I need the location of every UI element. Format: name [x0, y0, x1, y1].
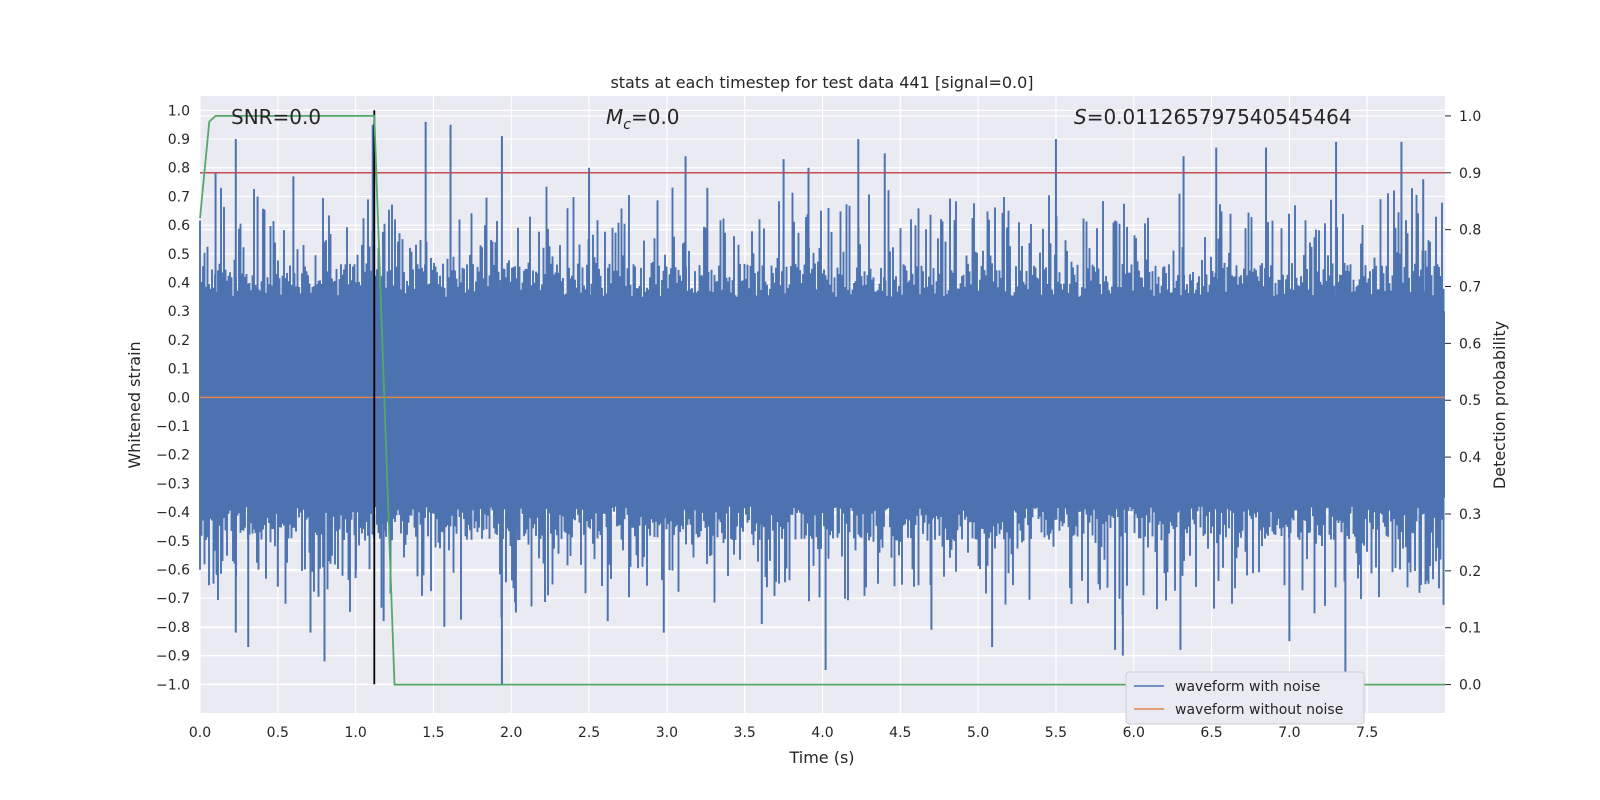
left-y-tick-label: −0.4: [156, 505, 190, 521]
left-y-tick-label: −0.2: [156, 448, 190, 464]
right-y-tick-label: 0.2: [1459, 564, 1481, 580]
x-tick-label: 6.5: [1200, 725, 1222, 741]
x-tick-label: 2.5: [578, 725, 600, 741]
left-y-tick-label: −0.3: [156, 476, 190, 492]
chirp-mass-annotation: Mc=0.0: [606, 105, 680, 133]
right-y-tick-label: 0.9: [1459, 166, 1481, 182]
left-y-tick-label: 1.0: [168, 103, 190, 119]
left-y-tick-label: −0.7: [156, 591, 190, 607]
left-y-tick-label: −1.0: [156, 677, 190, 693]
statistic-annotation: S=0.011265797540545464: [1074, 105, 1352, 129]
left-y-tick-label: 0.0: [168, 390, 190, 406]
statistic-symbol: S: [1074, 105, 1087, 129]
x-tick-label: 2.0: [500, 725, 522, 741]
left-y-tick-label: −0.5: [156, 534, 190, 550]
x-axis-ticks: 0.0 0.5 1.0 1.5 2.0 2.5 3.0 3.5 4.0 4.5 5.0 5.5 6.0 6…: [189, 725, 1378, 741]
statistic-value: =0.011265797540545464: [1087, 105, 1352, 129]
left-y-tick-label: 0.1: [168, 362, 190, 378]
chirp-mass-value: =0.0: [631, 105, 680, 129]
x-axis-label: Time (s): [788, 748, 854, 767]
left-y-tick-label: 0.6: [168, 218, 190, 234]
legend-label-no-noise: waveform without noise: [1175, 702, 1343, 718]
left-y-axis-label: Whitened strain: [125, 341, 144, 468]
x-tick-label: 3.0: [656, 725, 678, 741]
x-tick-label: 1.5: [422, 725, 444, 741]
noise-core: [200, 311, 1445, 498]
left-y-tick-label: 0.3: [168, 304, 190, 320]
right-y-axis-ticks: 1.0 0.9 0.8 0.7 0.6 0.5 0.4 0.3 0.2 0.1 0.0: [1445, 109, 1481, 694]
x-tick-label: 3.5: [734, 725, 756, 741]
legend: waveform with noise waveform without noi…: [1125, 671, 1365, 725]
left-y-tick-label: 0.5: [168, 247, 190, 263]
x-tick-label: 5.5: [1045, 725, 1067, 741]
left-y-tick-label: −0.6: [156, 563, 190, 579]
left-y-tick-label: 0.4: [168, 276, 190, 292]
left-y-tick-label: 0.7: [168, 189, 190, 205]
chirp-mass-subscript: c: [623, 117, 631, 133]
x-tick-label: 5.0: [967, 725, 989, 741]
legend-box: [1125, 671, 1365, 725]
left-y-tick-label: −0.8: [156, 620, 190, 636]
waveform-with-noise-series: [199, 121, 1445, 685]
right-y-tick-label: 0.5: [1459, 393, 1481, 409]
right-y-tick-label: 0.1: [1459, 621, 1481, 637]
left-y-tick-label: 0.8: [168, 161, 190, 177]
x-tick-label: 1.0: [344, 725, 366, 741]
left-y-tick-label: −0.1: [156, 419, 190, 435]
legend-label-noise: waveform with noise: [1175, 679, 1320, 695]
snr-annotation: SNR=0.0: [231, 105, 321, 129]
left-y-tick-label: 0.2: [168, 333, 190, 349]
x-tick-label: 4.5: [889, 725, 911, 741]
right-y-tick-label: 0.7: [1459, 280, 1481, 296]
x-tick-label: 0.5: [267, 725, 289, 741]
left-y-tick-label: 0.9: [168, 132, 190, 148]
x-tick-label: 4.0: [811, 725, 833, 741]
x-tick-label: 6.0: [1123, 725, 1145, 741]
right-y-tick-label: 0.8: [1459, 223, 1481, 239]
chirp-mass-symbol: M: [606, 105, 623, 129]
x-tick-label: 0.0: [189, 725, 211, 741]
left-y-tick-label: −0.9: [156, 649, 190, 665]
right-y-tick-label: 0.0: [1459, 678, 1481, 694]
right-y-tick-label: 0.4: [1459, 450, 1481, 466]
detection-probability-series: [199, 115, 1445, 686]
right-y-tick-label: 0.3: [1459, 507, 1481, 523]
right-y-tick-label: 1.0: [1459, 109, 1481, 125]
x-tick-label: 7.0: [1278, 725, 1300, 741]
left-y-axis-ticks: 1.0 0.9 0.8 0.7 0.6 0.5 0.4 0.3 0.2 0.1 0.0 −0.1 −0.…: [156, 103, 190, 693]
chart-title: stats at each timestep for test data 441…: [610, 73, 1033, 92]
x-tick-label: 7.5: [1356, 725, 1378, 741]
right-y-axis-label: Detection probability: [1490, 321, 1509, 489]
right-y-tick-label: 0.6: [1459, 336, 1481, 352]
